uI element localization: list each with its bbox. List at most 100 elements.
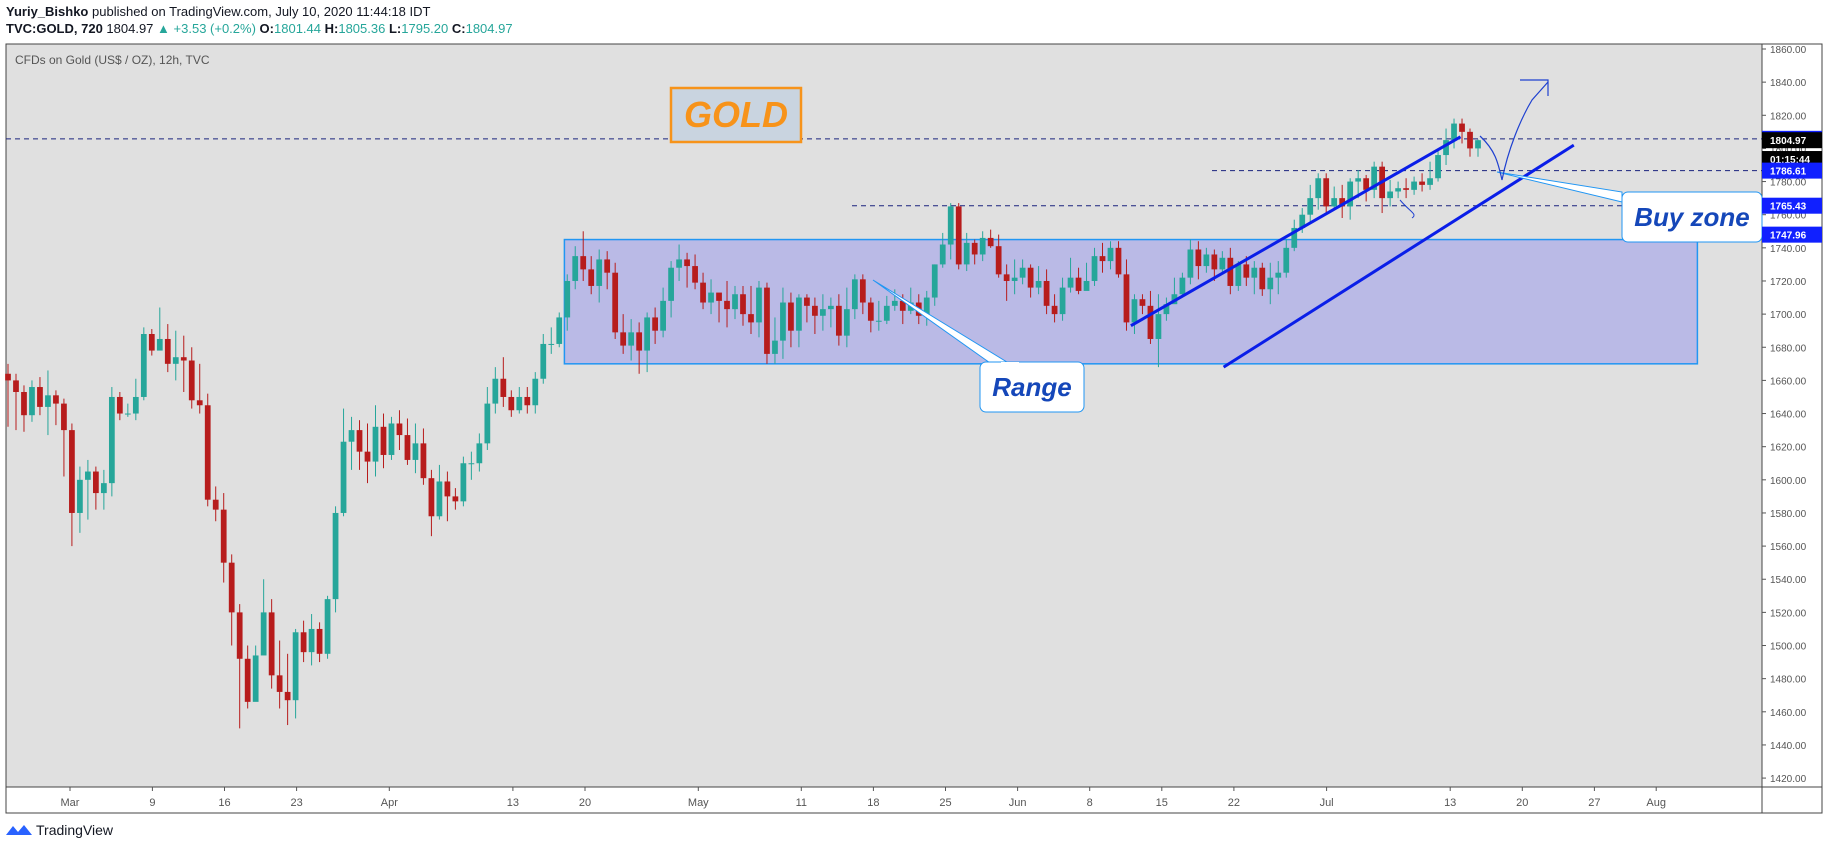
candle-body: [1387, 191, 1393, 199]
candle-body: [244, 658, 251, 702]
y-tick-label: 1480.00: [1770, 675, 1807, 686]
candle-body: [476, 443, 483, 464]
candle-body: [1323, 178, 1330, 207]
candle-body: [1051, 305, 1058, 315]
candle-body: [716, 292, 722, 301]
candle-body: [700, 282, 706, 303]
x-tick-label: 13: [507, 797, 519, 809]
candle-body: [708, 292, 714, 303]
y-tick-label: 1460.00: [1770, 708, 1807, 719]
x-tick-label: May: [688, 797, 709, 809]
candle-body: [580, 256, 587, 270]
candle-body: [420, 443, 427, 479]
candle-body: [1075, 277, 1082, 291]
candle-body: [899, 300, 906, 311]
candle-body: [931, 264, 938, 298]
x-tick-label: Jun: [1009, 797, 1027, 809]
y-tick-label: 1520.00: [1770, 608, 1807, 619]
x-tick-label: 27: [1588, 797, 1600, 809]
candle-body: [1059, 287, 1066, 315]
y-tick-label: 1680.00: [1770, 343, 1807, 354]
candle-body: [1043, 280, 1050, 306]
candle-body: [644, 317, 651, 351]
y-tick-label: 1500.00: [1770, 642, 1807, 653]
candle-body: [436, 481, 443, 517]
candle-body: [604, 259, 611, 273]
candle-body: [596, 259, 603, 286]
ohlc-legend: TVC:GOLD, 720 1804.97 ▲ +3.53 (+0.2%) O:…: [6, 21, 513, 36]
candle-body: [1459, 123, 1465, 132]
plot-area[interactable]: [5, 43, 1763, 788]
candle-body: [891, 300, 898, 306]
candle-body: [963, 242, 970, 265]
candle-body: [995, 246, 1002, 275]
sketch-mark: [1399, 199, 1415, 219]
y-tick-label: 1660.00: [1770, 376, 1807, 387]
y-tick-label: 1540.00: [1770, 575, 1807, 586]
candle-body: [780, 302, 786, 341]
symbol-label: TVC:GOLD, 720: [6, 21, 103, 36]
open-value: 1801.44: [274, 21, 321, 36]
annotations: GOLD Range Buy zone: [669, 79, 1763, 413]
x-tick-label: 9: [149, 797, 155, 809]
candle-body: [100, 483, 107, 494]
x-tick-label: 13: [1444, 797, 1456, 809]
time-axis[interactable]: [5, 786, 1763, 814]
candle-body: [556, 317, 563, 344]
price-labels: 1805.791804.9701:15:441786.611765.431747…: [1762, 130, 1822, 243]
candle-body: [308, 628, 315, 653]
price-label-text: 1786.61: [1770, 167, 1807, 178]
candle-body: [740, 294, 746, 315]
footer-brand[interactable]: TradingView: [6, 822, 113, 838]
candle-body: [1203, 254, 1210, 267]
candle-body: [524, 396, 531, 406]
candle-body: [883, 305, 890, 321]
candle-body: [69, 430, 75, 513]
candle-body: [939, 244, 946, 265]
candle-body: [796, 297, 802, 331]
y-tick-label: 1700.00: [1770, 310, 1807, 321]
candle-body: [859, 279, 866, 303]
candle-body: [116, 396, 123, 414]
axis-corner: [1761, 786, 1823, 814]
candle-body: [460, 463, 467, 502]
candle-body: [492, 378, 499, 404]
y-tick-label: 1760.00: [1770, 211, 1807, 222]
candle-body: [300, 632, 307, 653]
author-name[interactable]: Yuriy_Bishko: [6, 4, 89, 19]
candle-body: [444, 481, 451, 497]
price-label-text: 01:15:44: [1770, 155, 1810, 166]
candle-body: [236, 612, 243, 659]
candle-body: [828, 305, 834, 310]
candle-body: [500, 378, 507, 397]
level-lines: [6, 138, 1762, 207]
price-label-box: [1762, 162, 1822, 179]
last-price: 1804.97: [106, 21, 154, 36]
y-tick-label: 1780.00: [1770, 178, 1807, 189]
candle-body: [140, 334, 147, 397]
x-tick-label: 8: [1087, 797, 1093, 809]
candle-body: [1187, 249, 1194, 278]
candle-body: [164, 338, 171, 364]
candle-body: [1131, 299, 1138, 323]
y-tick-label: 1640.00: [1770, 410, 1807, 421]
price-label-text: 1804.97: [1770, 136, 1807, 147]
candle-body: [1355, 178, 1362, 182]
y-tick-label: 1420.00: [1770, 774, 1807, 785]
candle-body: [5, 373, 11, 381]
candle-body: [452, 496, 459, 502]
candle-body: [1243, 264, 1250, 278]
tradingview-logo-icon: [6, 825, 32, 835]
price-label-text: 1747.96: [1770, 231, 1807, 242]
candle-body: [1195, 249, 1202, 267]
candle-body: [276, 675, 283, 692]
candle-body: [1027, 267, 1034, 288]
candle-body: [1291, 227, 1298, 248]
x-tick-label: 25: [939, 797, 951, 809]
candle-body: [93, 471, 99, 494]
candle-body: [947, 206, 954, 245]
low-label: L:: [388, 21, 402, 36]
candle-body: [851, 279, 858, 310]
candle-body: [1299, 214, 1306, 228]
